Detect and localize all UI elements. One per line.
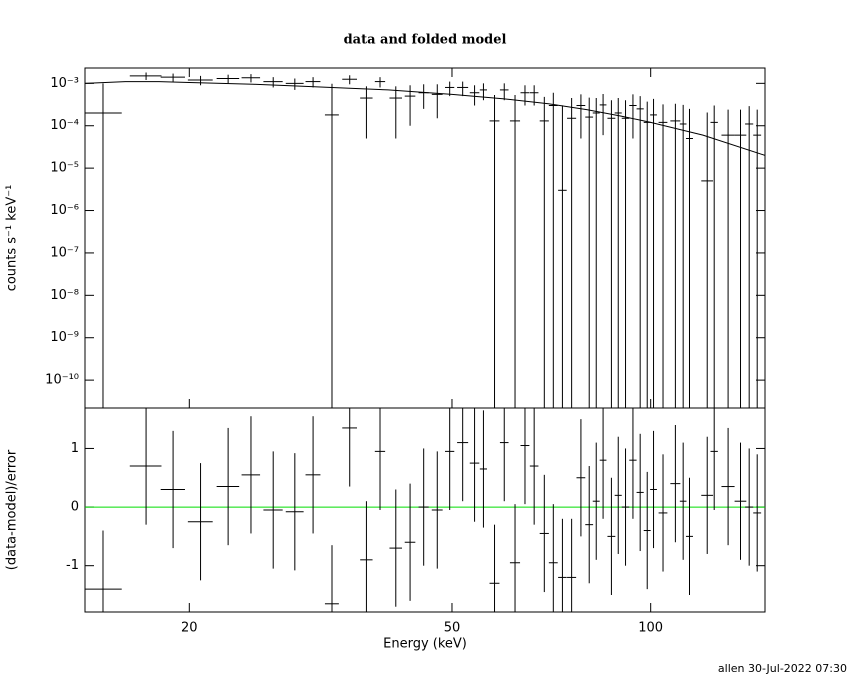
x-tick-label: 100	[638, 621, 663, 636]
y-tick-label: 1	[71, 441, 79, 456]
plot-area	[85, 408, 765, 612]
footer: allen 30-Jul-2022 07:30	[718, 662, 847, 675]
y-tick-label: 10⁻¹⁰	[45, 373, 79, 388]
x-axis-label: Energy (keV)	[383, 637, 467, 652]
model-line	[85, 81, 765, 156]
plot-frame	[84, 407, 766, 613]
y-tick-label: -1	[66, 558, 79, 573]
y-tick-label: 10⁻⁴	[50, 118, 79, 133]
x-tick-label: 20	[181, 621, 198, 636]
y-tick-label: 10⁻³	[50, 76, 79, 91]
y-tick-label: 10⁻⁵	[50, 161, 79, 176]
y-tick-label: 10⁻⁷	[50, 245, 79, 260]
plot-area	[85, 72, 765, 408]
x-tick-label: 50	[444, 621, 461, 636]
chart-title: data and folded model	[344, 33, 507, 48]
y-tick-label: 10⁻⁸	[50, 288, 79, 303]
y-axis-label: (data-model)/error	[5, 449, 20, 570]
y-tick-label: 0	[71, 500, 79, 515]
y-tick-label: 10⁻⁶	[50, 203, 79, 218]
y-axis-label: counts s⁻¹ keV⁻¹	[5, 185, 20, 292]
y-tick-label: 10⁻⁹	[50, 330, 79, 345]
